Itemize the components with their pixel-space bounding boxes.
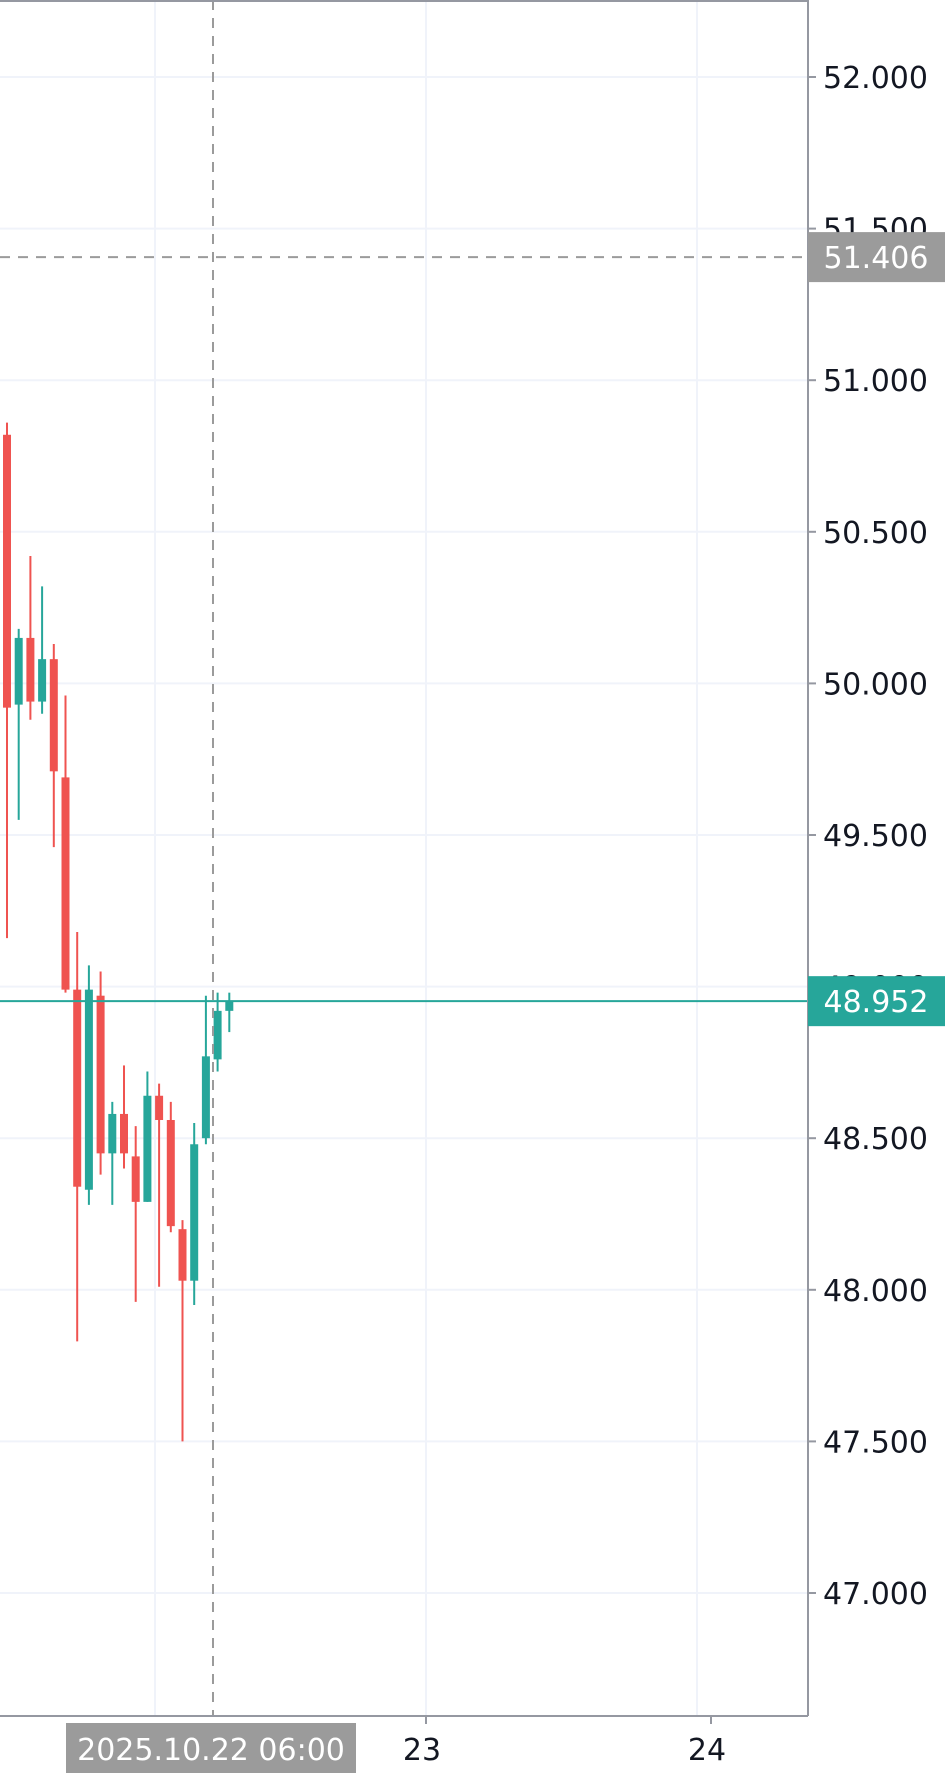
candle-body (38, 659, 47, 702)
candles[interactable] (3, 422, 234, 1442)
candle[interactable] (108, 1101, 117, 1205)
candle[interactable] (38, 586, 47, 714)
price-tick-label: 47.500 (823, 1425, 928, 1460)
last-price-tag: 48.952 (808, 976, 945, 1027)
candle[interactable] (49, 643, 58, 848)
candle-body (108, 1113, 117, 1154)
price-tick-label: 49.500 (823, 819, 928, 854)
candle[interactable] (178, 1220, 187, 1442)
time-axis[interactable]: 23 24 (403, 1716, 726, 1768)
candle[interactable] (143, 1071, 152, 1202)
candle[interactable] (61, 695, 70, 993)
candle[interactable] (213, 992, 222, 1072)
candle-body (190, 1144, 199, 1281)
price-tick-label: 50.500 (823, 516, 928, 551)
price-tick-label: 50.000 (823, 667, 928, 702)
price-tick-label: 51.000 (823, 364, 928, 399)
candle[interactable] (190, 1123, 199, 1305)
price-tick-label: 48.500 (823, 1122, 928, 1157)
crosshair-price-label: 51.406 (824, 241, 929, 276)
candle[interactable] (131, 1126, 140, 1302)
price-tick-label: 52.000 (823, 61, 928, 96)
last-price-label: 48.952 (824, 985, 929, 1020)
candle-body (120, 1113, 128, 1154)
candle-body (61, 777, 70, 990)
candle-body (225, 1001, 234, 1011)
candle[interactable] (26, 556, 35, 720)
price-axis[interactable]: 52.00051.50051.00050.50050.00049.50049.0… (808, 61, 928, 1612)
price-tick-label: 48.000 (823, 1274, 928, 1309)
candle-body (166, 1120, 175, 1227)
candle-body (26, 637, 35, 702)
crosshair-time-tag: 2025.10.22 06:00 (66, 1723, 356, 1773)
crosshair-price-tag: 51.406 (808, 232, 945, 283)
candle-body (213, 1010, 222, 1060)
grid-lines (0, 0, 808, 1716)
candle-body (14, 637, 23, 705)
candle[interactable] (84, 965, 93, 1205)
crosshair-time-label: 2025.10.22 06:00 (77, 1733, 345, 1768)
candle[interactable] (3, 422, 11, 939)
candle-body (131, 1156, 140, 1202)
candle-body (73, 989, 82, 1187)
candle-body (96, 995, 105, 1154)
time-tick-label: 24 (688, 1733, 726, 1768)
candle[interactable] (155, 1083, 164, 1287)
time-tick-label: 23 (403, 1733, 441, 1768)
candle[interactable] (73, 932, 82, 1342)
candle[interactable] (96, 971, 105, 1175)
candle-body (49, 659, 58, 772)
candle-body (201, 1056, 210, 1139)
candle[interactable] (14, 628, 23, 820)
candle-body (178, 1229, 187, 1281)
candle[interactable] (166, 1101, 175, 1233)
candle-body (155, 1095, 164, 1121)
candle-body (84, 989, 93, 1190)
candle[interactable] (225, 992, 234, 1033)
candle[interactable] (120, 1065, 128, 1169)
candle-body (143, 1095, 152, 1202)
price-tick-label: 47.000 (823, 1577, 928, 1612)
candle-body (3, 434, 11, 708)
candle[interactable] (201, 995, 210, 1145)
